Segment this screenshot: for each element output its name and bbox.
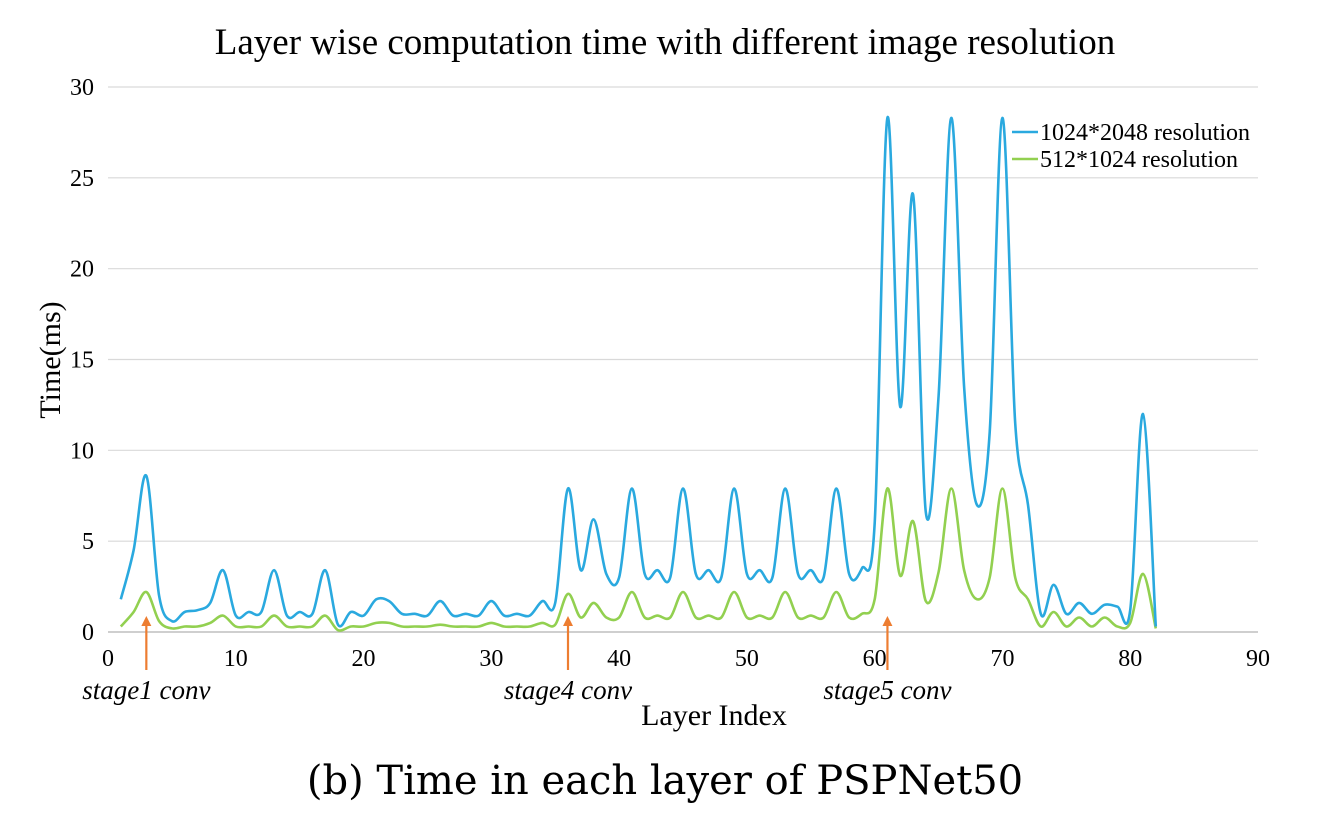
y-tick-label: 10 <box>70 438 94 464</box>
legend-label: 1024*2048 resolution <box>1040 120 1250 146</box>
x-tick-label: 80 <box>1118 646 1142 672</box>
chart-title: Layer wise computation time with differe… <box>215 22 1115 63</box>
x-tick-label: 70 <box>990 646 1014 672</box>
x-tick-label: 20 <box>352 646 376 672</box>
series-line-0 <box>119 116 1158 628</box>
series-line-1 <box>119 487 1158 632</box>
annotation-label: stage1 conv <box>82 675 210 705</box>
x-tick-label: 30 <box>479 646 503 672</box>
annotation-label: stage5 conv <box>823 675 951 705</box>
x-axis-label: Layer Index <box>641 699 787 732</box>
annotations: stage1 conv stage4 conv stage5 conv <box>82 616 952 705</box>
y-tick-label: 0 <box>82 620 94 646</box>
x-tick-label: 60 <box>863 646 887 672</box>
x-tick-label: 90 <box>1246 646 1270 672</box>
y-tick-label: 5 <box>82 529 94 555</box>
series-lines <box>119 116 1158 632</box>
annotation-arrow-head <box>563 616 573 626</box>
y-tick-label: 30 <box>70 75 94 101</box>
line-chart: Layer wise computation time with differe… <box>34 22 1270 732</box>
x-tick-label: 50 <box>735 646 759 672</box>
x-tick-label: 10 <box>224 646 248 672</box>
y-tick-label: 15 <box>70 348 94 374</box>
y-tick-label: 20 <box>70 257 94 283</box>
annotation-arrow-head <box>882 616 893 626</box>
y-axis-label: Time(ms) <box>34 301 67 418</box>
annotation-arrow-head <box>141 616 152 626</box>
axes: 0 5 10 15 20 25 30 0 10 20 30 40 50 60 70 80 90 <box>70 75 1270 672</box>
x-tick-label: 40 <box>607 646 631 672</box>
legend-label: 512*1024 resolution <box>1040 147 1238 173</box>
figure-caption: (b) Time in each layer of PSPNet50 <box>306 758 1024 804</box>
x-tick-label: 0 <box>102 646 114 672</box>
annotation-label: stage4 conv <box>504 675 632 705</box>
y-tick-label: 25 <box>70 166 94 192</box>
grid-lines <box>108 86 1258 542</box>
